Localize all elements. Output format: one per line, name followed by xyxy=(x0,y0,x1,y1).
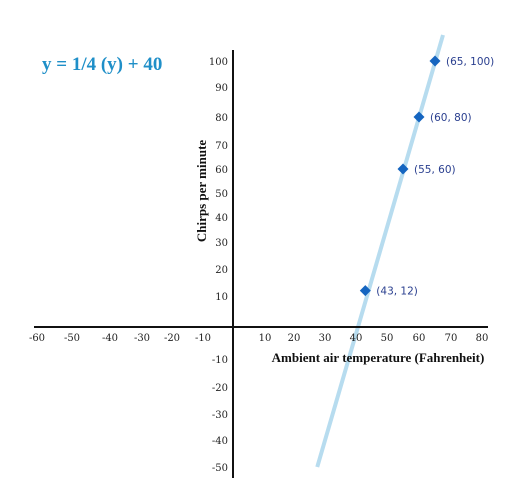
data-point-label: (60, 80) xyxy=(430,112,472,124)
trend-line-group xyxy=(315,34,445,468)
y-tick-labels: 100 90 80 70 60 50 40 30 20 10 -10 -20 -30 -40 -50 xyxy=(209,57,228,474)
data-points: (43, 12) (55, 60) (60, 80) (65, 100) xyxy=(359,55,494,298)
data-point-marker xyxy=(413,111,425,123)
data-point-marker xyxy=(359,285,371,297)
y-tick-label: 100 xyxy=(209,57,228,68)
trend-line xyxy=(315,34,445,468)
y-tick-label: -10 xyxy=(212,355,228,366)
chart-title: y = 1/4 (y) + 40 xyxy=(42,54,162,75)
x-tick-label: 40 xyxy=(350,333,363,344)
y-tick-label: 80 xyxy=(215,113,228,124)
x-tick-label: -20 xyxy=(164,333,180,344)
data-point-label: (43, 12) xyxy=(376,286,418,298)
y-tick-label: 50 xyxy=(215,189,228,200)
data-point-label: (65, 100) xyxy=(446,56,494,68)
y-tick-label: 90 xyxy=(215,83,228,94)
data-point-marker xyxy=(429,55,441,67)
x-tick-label: -10 xyxy=(195,333,211,344)
x-axis-title: Ambient air temperature (Fahrenheit) xyxy=(272,350,485,365)
y-tick-label: -50 xyxy=(212,463,228,474)
y-tick-label: 70 xyxy=(215,141,228,152)
x-tick-label: 60 xyxy=(413,333,426,344)
x-tick-label: 80 xyxy=(476,333,489,344)
y-tick-label: 20 xyxy=(215,265,228,276)
y-tick-label: 30 xyxy=(215,238,228,249)
y-axis-title: Chirps per minute xyxy=(194,140,209,243)
x-tick-label: -40 xyxy=(102,333,118,344)
axes xyxy=(34,50,488,478)
y-tick-label: -40 xyxy=(212,436,228,447)
y-tick-label: -20 xyxy=(212,383,228,394)
x-tick-label: -30 xyxy=(134,333,150,344)
x-tick-labels: -60 -50 -40 -30 -20 -10 10 20 30 40 50 60 70 80 xyxy=(29,333,488,344)
y-tick-label: 10 xyxy=(215,292,228,303)
x-tick-label: 10 xyxy=(259,333,272,344)
data-point-marker xyxy=(397,163,409,175)
x-tick-label: 30 xyxy=(319,333,332,344)
y-tick-label: 40 xyxy=(215,213,228,224)
x-tick-label: -50 xyxy=(64,333,80,344)
data-point-label: (55, 60) xyxy=(414,164,456,176)
x-tick-label: 70 xyxy=(445,333,458,344)
x-tick-label: 20 xyxy=(288,333,301,344)
x-tick-label: 50 xyxy=(381,333,394,344)
y-tick-label: 60 xyxy=(215,165,228,176)
x-tick-label: -60 xyxy=(29,333,45,344)
y-tick-label: -30 xyxy=(212,410,228,421)
